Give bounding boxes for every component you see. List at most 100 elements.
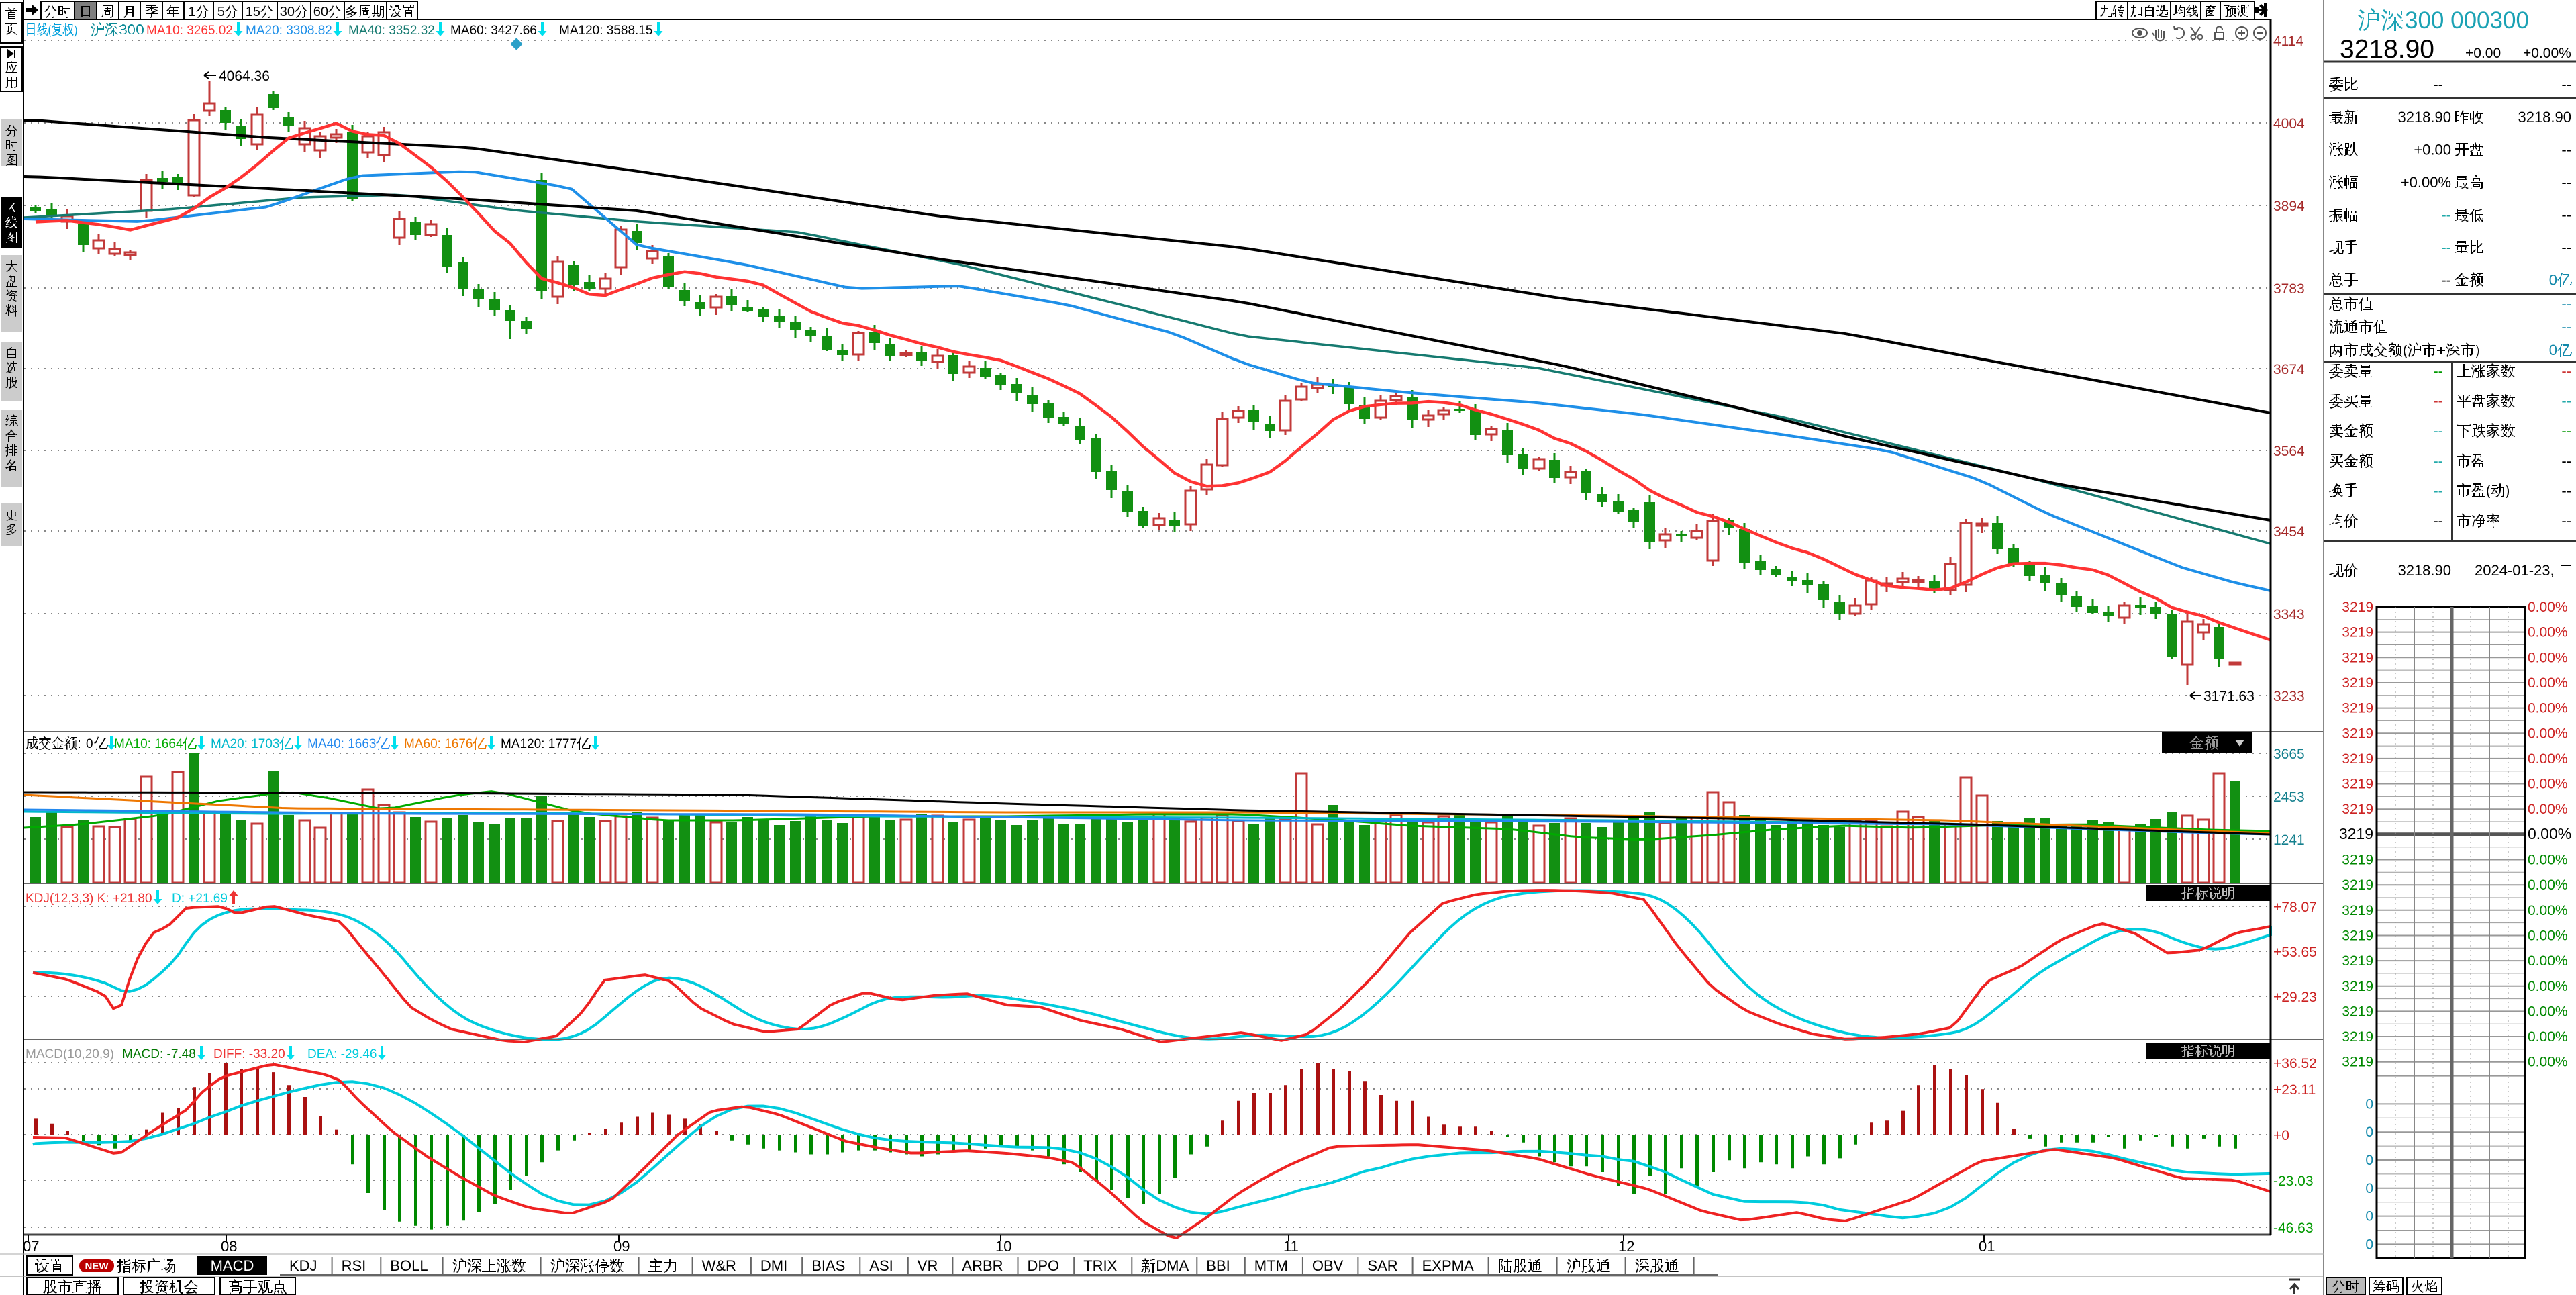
- svg-text:3219: 3219: [2342, 726, 2373, 741]
- svg-text:3219: 3219: [2342, 751, 2373, 767]
- svg-text:MA60: 1676: MA60: 1676: [404, 737, 473, 751]
- svg-text:0.00%: 0.00%: [2528, 928, 2568, 943]
- svg-text:--: --: [2433, 512, 2443, 529]
- svg-text:3219: 3219: [2342, 1004, 2373, 1019]
- svg-text:09: 09: [613, 1238, 630, 1255]
- svg-text:3219: 3219: [2342, 625, 2373, 640]
- svg-text:--: --: [2441, 239, 2451, 256]
- svg-text:TRIX: TRIX: [1083, 1257, 1117, 1274]
- svg-text:0: 0: [2365, 1153, 2373, 1168]
- svg-text:300 000300: 300 000300: [2405, 7, 2529, 34]
- svg-text:--: --: [2561, 76, 2571, 93]
- svg-text:07: 07: [23, 1238, 39, 1255]
- svg-text:-46.63: -46.63: [2273, 1220, 2314, 1236]
- svg-text:--: --: [2433, 363, 2443, 379]
- svg-text:3219: 3219: [2342, 650, 2373, 665]
- svg-text:--: --: [2561, 452, 2571, 469]
- svg-text:4064.36: 4064.36: [219, 68, 270, 84]
- svg-text:3171.63: 3171.63: [2203, 689, 2255, 704]
- svg-text:0.00%: 0.00%: [2528, 1055, 2568, 1070]
- svg-text:RSI: RSI: [342, 1257, 366, 1274]
- svg-text:3665: 3665: [2273, 747, 2305, 762]
- svg-text:--: --: [2433, 452, 2443, 469]
- svg-text:--: --: [2561, 482, 2571, 499]
- svg-text:0: 0: [2365, 1237, 2373, 1252]
- svg-text:MA10: 3265.02: MA10: 3265.02: [146, 23, 233, 38]
- svg-text:MA60: 3427.66: MA60: 3427.66: [450, 23, 537, 38]
- svg-text:DMA: DMA: [1156, 1257, 1189, 1274]
- svg-text:--: --: [2433, 422, 2443, 439]
- svg-text:3219: 3219: [2342, 903, 2373, 918]
- svg-text:MACD: -7.48: MACD: -7.48: [122, 1047, 196, 1061]
- svg-text:MACD: MACD: [211, 1257, 254, 1274]
- svg-text:--: --: [2561, 295, 2571, 312]
- svg-text:0.00%: 0.00%: [2528, 777, 2568, 792]
- svg-text:W&R: W&R: [702, 1257, 736, 1274]
- svg-text:ASI: ASI: [869, 1257, 893, 1274]
- svg-text:MA20: 1703: MA20: 1703: [211, 737, 279, 751]
- svg-text:3219: 3219: [2339, 825, 2373, 843]
- svg-text:4114: 4114: [2273, 34, 2303, 49]
- svg-text:1: 1: [188, 5, 195, 19]
- svg-text:30: 30: [280, 5, 295, 19]
- svg-text:MA40: 3352.32: MA40: 3352.32: [348, 23, 435, 38]
- svg-text:3233: 3233: [2273, 689, 2305, 704]
- svg-text:+0.00: +0.00: [2414, 142, 2451, 158]
- svg-text:--: --: [2561, 318, 2571, 335]
- svg-text:0.00%: 0.00%: [2528, 802, 2568, 817]
- svg-text:3219: 3219: [2342, 1029, 2373, 1045]
- svg-text:3218.90: 3218.90: [2397, 562, 2451, 579]
- svg-text:+0: +0: [2273, 1128, 2289, 1143]
- svg-text:+36.52: +36.52: [2273, 1056, 2317, 1071]
- svg-text:NEW: NEW: [85, 1261, 109, 1272]
- svg-text:D: +21.69: D: +21.69: [172, 892, 228, 906]
- svg-text:0.00%: 0.00%: [2528, 701, 2568, 716]
- svg-text:--: --: [2561, 363, 2571, 379]
- svg-text:+29.23: +29.23: [2273, 990, 2317, 1005]
- svg-text:+0.00: +0.00: [2465, 46, 2501, 61]
- svg-text:0.00%: 0.00%: [2528, 675, 2568, 691]
- svg-text:3218.90: 3218.90: [2518, 109, 2571, 126]
- svg-text:0.00%: 0.00%: [2528, 903, 2568, 918]
- svg-text:MA20: 3308.82: MA20: 3308.82: [246, 23, 332, 38]
- svg-text:2453: 2453: [2273, 789, 2305, 805]
- svg-text:+23.11: +23.11: [2273, 1082, 2316, 1098]
- svg-text:0.00%: 0.00%: [2528, 751, 2568, 767]
- svg-text:3219: 3219: [2342, 928, 2373, 943]
- svg-text:BOLL: BOLL: [390, 1257, 428, 1274]
- svg-text:+53.65: +53.65: [2273, 945, 2317, 960]
- svg-text:3219: 3219: [2342, 853, 2373, 868]
- svg-text:0.00%: 0.00%: [2528, 650, 2568, 665]
- svg-text:+0.00%: +0.00%: [2401, 174, 2451, 191]
- svg-text:OBV: OBV: [1312, 1257, 1344, 1274]
- svg-text:3674: 3674: [2273, 362, 2305, 377]
- svg-text:0: 0: [2365, 1096, 2373, 1112]
- svg-text:0.00%: 0.00%: [2528, 726, 2568, 741]
- svg-text:0: 0: [86, 737, 93, 751]
- svg-text:11: 11: [1283, 1238, 1299, 1255]
- svg-text:0.00%: 0.00%: [2528, 979, 2568, 994]
- svg-text:--: --: [2561, 142, 2571, 158]
- svg-text:0: 0: [2365, 1209, 2373, 1225]
- svg-text:0.00%: 0.00%: [2528, 1004, 2568, 1019]
- svg-text:01: 01: [1979, 1238, 1995, 1255]
- svg-text:0.00%: 0.00%: [2528, 825, 2571, 843]
- svg-text:+78.07: +78.07: [2273, 900, 2317, 915]
- svg-text:0.00%: 0.00%: [2528, 877, 2568, 893]
- svg-text:0.00%: 0.00%: [2528, 953, 2568, 969]
- svg-text:3219: 3219: [2342, 599, 2373, 615]
- svg-text:VR: VR: [918, 1257, 938, 1274]
- svg-text:MTM: MTM: [1254, 1257, 1288, 1274]
- svg-text:60: 60: [313, 5, 328, 19]
- svg-text:--: --: [2561, 239, 2571, 256]
- svg-text:3219: 3219: [2342, 802, 2373, 817]
- svg-text:--: --: [2441, 207, 2451, 224]
- svg-text:BIAS: BIAS: [811, 1257, 845, 1274]
- svg-text:0: 0: [2365, 1181, 2373, 1196]
- svg-text:0.00%: 0.00%: [2528, 599, 2568, 615]
- svg-text:3219: 3219: [2342, 675, 2373, 691]
- svg-text:KDJ(12,3,3) K: +21.80: KDJ(12,3,3) K: +21.80: [26, 892, 152, 906]
- svg-text:3219: 3219: [2342, 953, 2373, 969]
- svg-text:DIFF: -33.20: DIFF: -33.20: [213, 1047, 285, 1061]
- svg-text:--: --: [2561, 207, 2571, 224]
